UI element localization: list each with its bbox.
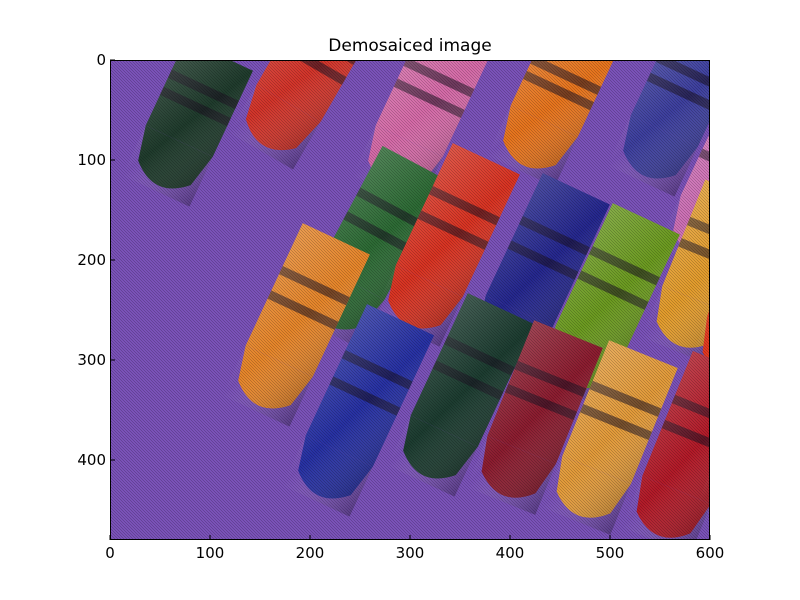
xtick-label-0: 0 [105, 544, 115, 562]
crayons-photo-icon [111, 61, 709, 539]
xtick-label-600: 600 [695, 544, 725, 562]
ytick-label-100: 100 [77, 151, 106, 169]
ytick-label-0: 0 [96, 51, 106, 69]
xtick-label-300: 300 [395, 544, 425, 562]
mosaic-overlay [111, 61, 709, 539]
image-axes [110, 60, 710, 540]
xtick-label-100: 100 [195, 544, 225, 562]
xtick-label-200: 200 [295, 544, 325, 562]
ytick-label-400: 400 [77, 451, 106, 469]
xtick-label-400: 400 [495, 544, 525, 562]
xtick-label-500: 500 [595, 544, 625, 562]
ytick-label-300: 300 [77, 351, 106, 369]
plot-title: Demosaiced image [328, 36, 492, 56]
ytick-label-200: 200 [77, 251, 106, 269]
